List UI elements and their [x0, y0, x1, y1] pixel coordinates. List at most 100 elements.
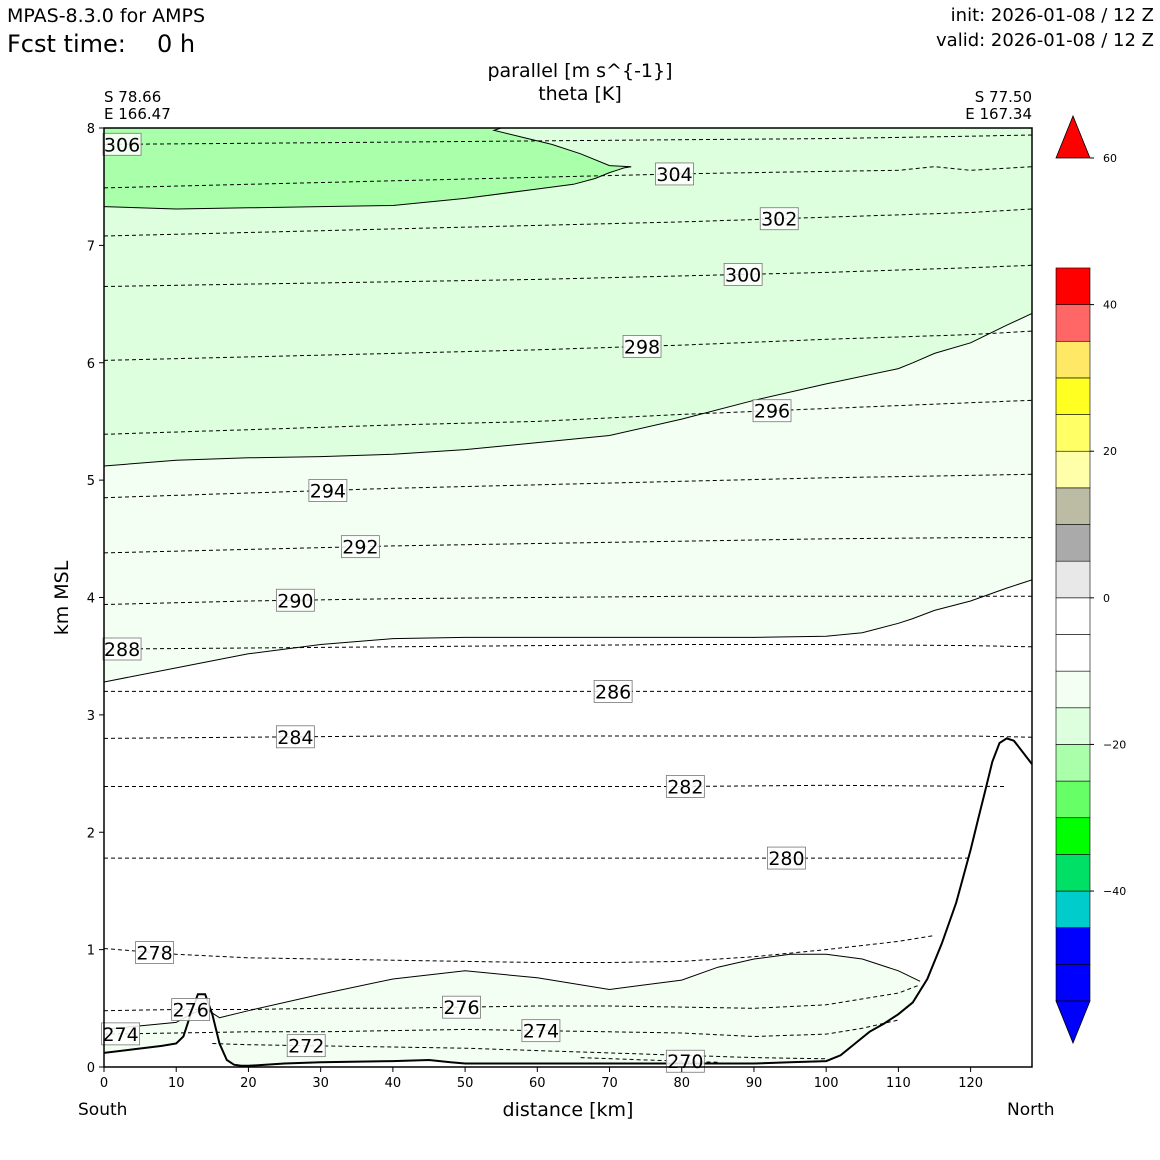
theta-contour-line [212, 1043, 827, 1060]
theta-label-box [622, 335, 662, 358]
end-longitude: E 167.34 [965, 105, 1032, 123]
colorbar-segment [1055, 377, 1091, 415]
theta-contour-line [104, 166, 1032, 189]
fill-region-lowlevel [104, 954, 921, 1066]
theta-label-box [275, 588, 315, 612]
theta-label-box [442, 995, 481, 1019]
theta-label: 290 [277, 590, 313, 612]
init-time: init: 2026-01-08 / 12 Z [950, 5, 1154, 26]
theta-label-box [593, 680, 633, 703]
model-title: MPAS-8.3.0 for AMPS [7, 5, 206, 27]
theta-label: 306 [104, 134, 140, 156]
colorbar-segment [1055, 964, 1091, 1002]
colorbar-segment [1055, 524, 1091, 562]
colorbar-segment [1055, 414, 1091, 452]
theta-label: 272 [288, 1036, 324, 1058]
theta-contour-line [104, 984, 921, 1012]
theta-label-box [723, 262, 763, 286]
wind-contour-layer [104, 128, 1032, 1030]
x-tick-label: 90 [746, 1076, 763, 1091]
theta-label-box [286, 1034, 326, 1058]
start-latitude: S 78.66 [104, 88, 162, 106]
theta-contour-line [104, 784, 1007, 787]
start-longitude: E 166.47 [104, 105, 171, 123]
theta-label-box [759, 207, 799, 231]
theta-label-box [521, 1019, 561, 1043]
colorbar-segment [1055, 707, 1091, 745]
x-tick-label: 60 [529, 1076, 546, 1091]
theta-label-box [767, 846, 806, 870]
colorbar-segment [1055, 304, 1091, 342]
forecast-time-label: Fcst time: [7, 30, 126, 58]
x-tick-label: 10 [168, 1076, 185, 1091]
theta-label-box [665, 775, 705, 798]
theta-label-box [308, 479, 348, 502]
x-tick-label: 30 [312, 1076, 329, 1091]
fill-region-medium [104, 128, 1032, 466]
theta-label-box [752, 399, 792, 423]
y-tick-label: 6 [87, 357, 95, 372]
theta-label: 298 [624, 336, 660, 358]
x-axis-label: distance [km] [502, 1099, 634, 1121]
colorbar-extend-low [1055, 1000, 1091, 1045]
x-tick-label: 70 [601, 1076, 618, 1091]
theta-label: 282 [667, 776, 703, 798]
colorbar-segment [1055, 817, 1091, 855]
theta-contour-line [104, 330, 1032, 361]
colorbar-segment [1055, 854, 1091, 892]
wind-fill-layer [104, 128, 1032, 1066]
theta-label-box [340, 535, 380, 559]
fill-region-jet [104, 128, 632, 209]
x-tick-label: 20 [240, 1076, 257, 1091]
theta-label: 284 [277, 727, 313, 749]
theta-label-box [102, 637, 142, 661]
colorbar-segment [1055, 670, 1091, 709]
colorbar-segment [1055, 634, 1091, 672]
theta-label-box [102, 132, 142, 156]
theta-label: 276 [443, 997, 479, 1019]
colorbar-tick-label: 40 [1103, 299, 1117, 312]
theta-label: 274 [102, 1024, 138, 1046]
y-tick-label: 1 [87, 944, 95, 959]
theta-label: 274 [523, 1021, 559, 1043]
wind-contour-line [104, 579, 1032, 683]
theta-label: 288 [104, 639, 140, 661]
y-tick-label: 8 [87, 122, 95, 137]
north-end-label: North [1007, 1100, 1055, 1120]
y-tick-label: 4 [87, 592, 95, 607]
theta-label: 294 [310, 480, 346, 502]
chart-title: parallel [m s^{-1}] [487, 60, 673, 82]
wind-contour-line [104, 313, 1032, 467]
theta-contour-line [104, 537, 1032, 554]
x-tick-label: 120 [958, 1076, 983, 1091]
theta-contour-line [104, 264, 1032, 287]
colorbar-tick-label: 0 [1103, 592, 1110, 605]
x-tick-label: 100 [814, 1076, 839, 1091]
x-tick-label: 50 [457, 1076, 474, 1091]
south-end-label: South [78, 1100, 128, 1120]
colorbar-tick-label: 60 [1103, 152, 1117, 165]
theta-label: 286 [595, 681, 631, 703]
forecast-time-value: 0 h [157, 30, 196, 58]
theta-label: 270 [667, 1051, 703, 1073]
theta-contour-line [104, 399, 1032, 435]
valid-time: valid: 2026-01-08 / 12 Z [936, 30, 1154, 51]
theta-label: 300 [725, 264, 761, 286]
theta-contour-line [104, 644, 1032, 650]
theta-label: 280 [768, 848, 804, 870]
colorbar-segment [1055, 560, 1091, 599]
x-tick-label: 0 [100, 1076, 108, 1091]
y-tick-label: 0 [87, 1061, 95, 1076]
colorbar-tick-label: −40 [1103, 885, 1126, 898]
theta-label: 302 [761, 209, 797, 231]
colorbar-segment [1055, 267, 1091, 305]
wind-contour-line [104, 128, 632, 210]
x-tick-label: 80 [673, 1076, 690, 1091]
y-tick-label: 7 [87, 239, 95, 254]
colorbar: 60 40 20 0 −20 −40 [1055, 114, 1126, 1045]
colorbar-segment [1055, 450, 1091, 489]
colorbar-tick-label: −20 [1103, 738, 1126, 751]
theta-label-box [135, 941, 174, 964]
y-tick-label: 5 [87, 474, 95, 489]
